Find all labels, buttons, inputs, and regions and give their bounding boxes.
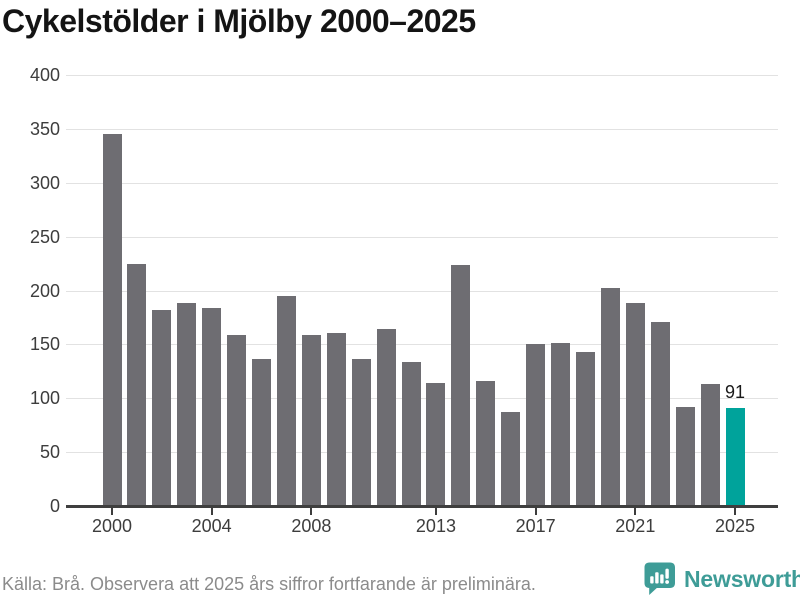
- x-tick-2013: [434, 507, 437, 515]
- newsworthy-wordmark: Newsworthy: [684, 565, 800, 592]
- y-axis-label-300: 300: [29, 172, 60, 193]
- gridline-250: [66, 236, 778, 238]
- bar-2015: [476, 381, 496, 506]
- bar-2011: [376, 329, 396, 506]
- x-axis-label-2017: 2017: [515, 516, 556, 536]
- x-tick-2008: [310, 507, 313, 515]
- bar-2017: [526, 344, 546, 506]
- bar-2000: [102, 134, 122, 506]
- y-axis-label-250: 250: [29, 226, 60, 247]
- x-axis-line: [66, 505, 778, 508]
- x-axis-label-2025: 2025: [714, 516, 756, 536]
- x-tick-2021: [634, 507, 637, 515]
- bar-2018: [551, 343, 571, 506]
- gridline-300: [66, 182, 778, 184]
- bar-2020: [600, 288, 620, 506]
- bar-2024: [700, 384, 720, 506]
- bar-chart: 0 50 100 150 200 250 300 350 400 2000 2004 2008 2013…: [29, 65, 778, 536]
- bar-2025: [725, 407, 745, 506]
- x-axis-label-2000: 2000: [91, 516, 133, 536]
- x-axis-label-2021: 2021: [615, 516, 656, 536]
- bar-2003: [177, 303, 197, 506]
- x-axis-label-2013: 2013: [415, 516, 456, 536]
- y-axis-label-400: 400: [29, 65, 60, 85]
- bar-2013: [426, 383, 446, 506]
- newsworthy-logo: Newsworthy: [643, 561, 800, 597]
- bar-2016: [501, 412, 521, 506]
- bar-2002: [152, 309, 172, 506]
- newsworthy-logo-icon: [643, 561, 676, 597]
- bar-2006: [252, 359, 272, 506]
- gridline-350: [66, 128, 778, 130]
- bar-2007: [276, 295, 296, 506]
- y-axis-label-100: 100: [29, 388, 60, 409]
- bar-2023: [675, 406, 695, 506]
- gridline-150: [66, 344, 778, 346]
- x-tick-2017: [534, 507, 537, 515]
- bar-2001: [127, 263, 147, 506]
- bar-2009: [326, 332, 346, 506]
- y-axis-label-200: 200: [29, 280, 60, 301]
- gridline-400: [66, 75, 778, 76]
- bar-2019: [575, 351, 595, 506]
- x-tick-2004: [210, 507, 213, 515]
- x-tick-2000: [111, 507, 113, 515]
- y-axis-label-350: 350: [29, 118, 60, 139]
- gridline-100: [66, 398, 778, 400]
- bar-2010: [351, 359, 371, 506]
- bar-value-label: 91: [724, 381, 746, 402]
- x-axis-label-2008: 2008: [291, 516, 332, 536]
- bar-2022: [650, 321, 670, 506]
- y-axis-label-150: 150: [29, 334, 60, 355]
- y-axis-label-50: 50: [39, 442, 60, 463]
- x-axis-label-2004: 2004: [191, 516, 232, 536]
- gridline-200: [66, 290, 778, 292]
- source-note: Källa: Brå. Observera att 2025 års siffr…: [2, 574, 536, 594]
- bar-2021: [625, 303, 645, 506]
- bar-2012: [401, 361, 421, 506]
- chart-title: Cykelstölder i Mjölby 2000–2025: [2, 3, 476, 39]
- bar-2014: [451, 264, 471, 506]
- y-axis-label-0: 0: [49, 496, 60, 516]
- x-tick-2025: [734, 507, 736, 515]
- bar-2008: [301, 334, 321, 506]
- bar-2004: [202, 307, 222, 506]
- gridline-50: [66, 452, 778, 454]
- bar-2005: [227, 334, 247, 506]
